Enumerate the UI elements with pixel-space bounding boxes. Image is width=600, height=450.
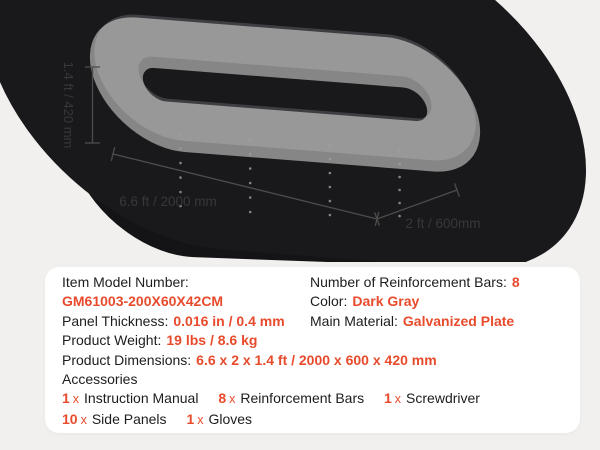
spec-row-color: Color: Dark Gray: [310, 292, 566, 311]
color-label: Color:: [310, 293, 348, 310]
accessories-title: Accessories: [62, 371, 138, 388]
main-material-value: Galvanized Plate: [402, 312, 515, 329]
product-weight-label: Product Weight:: [62, 332, 162, 349]
dimension-lines: [85, 66, 461, 226]
accessories-line-1: 1 x Instruction Manual 8 x Reinforcement Bar…: [62, 389, 566, 409]
spec-row-main-material: Main Material: Galvanized Plate: [310, 312, 566, 331]
dimension-label-length: 6.6 ft / 2000 mm: [119, 194, 217, 209]
accessory-item: 8 x Reinforcement Bars: [218, 390, 364, 406]
dimension-line-width: [373, 183, 461, 226]
accessory-name: Gloves: [208, 410, 253, 427]
dimension-label-width: 2 ft / 600mm: [405, 216, 480, 231]
accessory-times: x: [197, 412, 204, 427]
accessory-name: Side Panels: [91, 410, 167, 427]
spec-row-reinforcement-bars: Number of Reinforcement Bars: 8: [310, 273, 566, 292]
spec-column-right: Number of Reinforcement Bars: 8 Color: Dar…: [310, 273, 566, 331]
accessory-item: 1 x Gloves: [186, 411, 252, 427]
bed-rim: [104, 32, 466, 151]
spec-row-item-model-value: GM61003-200X60X42CM: [62, 293, 224, 310]
panel-thickness-label: Panel Thickness:: [62, 312, 169, 329]
product-dimensions-value: 6.6 x 2 x 1.4 ft / 2000 x 600 x 420 mm: [196, 351, 437, 368]
reinforcement-bars-label: Number of Reinforcement Bars:: [310, 274, 507, 290]
main-material-label: Main Material:: [310, 312, 398, 329]
accessory-item: 1 x Instruction Manual: [62, 390, 198, 406]
spec-columns: Item Model Number: GM61003-200X60X42CM P…: [62, 273, 566, 331]
seam-rivets: [179, 132, 401, 218]
accessory-times: x: [394, 392, 402, 407]
accessory-item: 1 x Screwdriver: [384, 390, 480, 406]
accessory-times: x: [80, 412, 87, 427]
reinforcement-bars-value: 8: [511, 274, 520, 290]
color-value: Dark Gray: [352, 293, 420, 310]
spec-row-product-weight: Product Weight: 19 lbs / 8.6 kg: [62, 331, 566, 350]
item-model-label: Item Model Number:: [62, 274, 189, 290]
garden-bed-illustration: 1.4 ft / 420 mm 6.6 ft / 2000 mm 2 ft / …: [61, 32, 481, 243]
accessory-name: Reinforcement Bars: [240, 390, 365, 407]
accessory-qty: 1: [186, 410, 195, 427]
spec-column-left: Item Model Number: GM61003-200X60X42CM P…: [62, 273, 310, 331]
product-weight-value: 19 lbs / 8.6 kg: [166, 332, 258, 349]
accessory-name: Instruction Manual: [84, 390, 199, 407]
accessory-name: Screwdriver: [406, 390, 480, 407]
accessory-times: x: [72, 392, 80, 407]
spec-row-product-dimensions: Product Dimensions: 6.6 x 2 x 1.4 ft / 20…: [62, 351, 566, 370]
dimension-label-height: 1.4 ft / 420 mm: [61, 62, 76, 149]
spec-row-panel-thickness: Panel Thickness: 0.016 in / 0.4 mm: [62, 312, 310, 331]
spec-panel: Item Model Number: GM61003-200X60X42CM P…: [45, 267, 580, 433]
panel-thickness-value: 0.016 in / 0.4 mm: [173, 312, 285, 329]
accessory-qty: 8: [218, 390, 227, 407]
accessory-times: x: [229, 392, 236, 407]
accessory-qty: 10: [62, 410, 78, 427]
accessory-item: 10 x Side Panels: [62, 411, 167, 427]
accessory-qty: 1: [62, 390, 70, 407]
spec-row-item-model-label: Item Model Number:: [62, 273, 310, 292]
dimension-line-height: [85, 66, 100, 144]
accessory-qty: 1: [384, 390, 392, 407]
product-dimensions-label: Product Dimensions:: [62, 351, 192, 368]
accessories-line-2: 10 x Side Panels 1 x Gloves: [62, 410, 566, 430]
